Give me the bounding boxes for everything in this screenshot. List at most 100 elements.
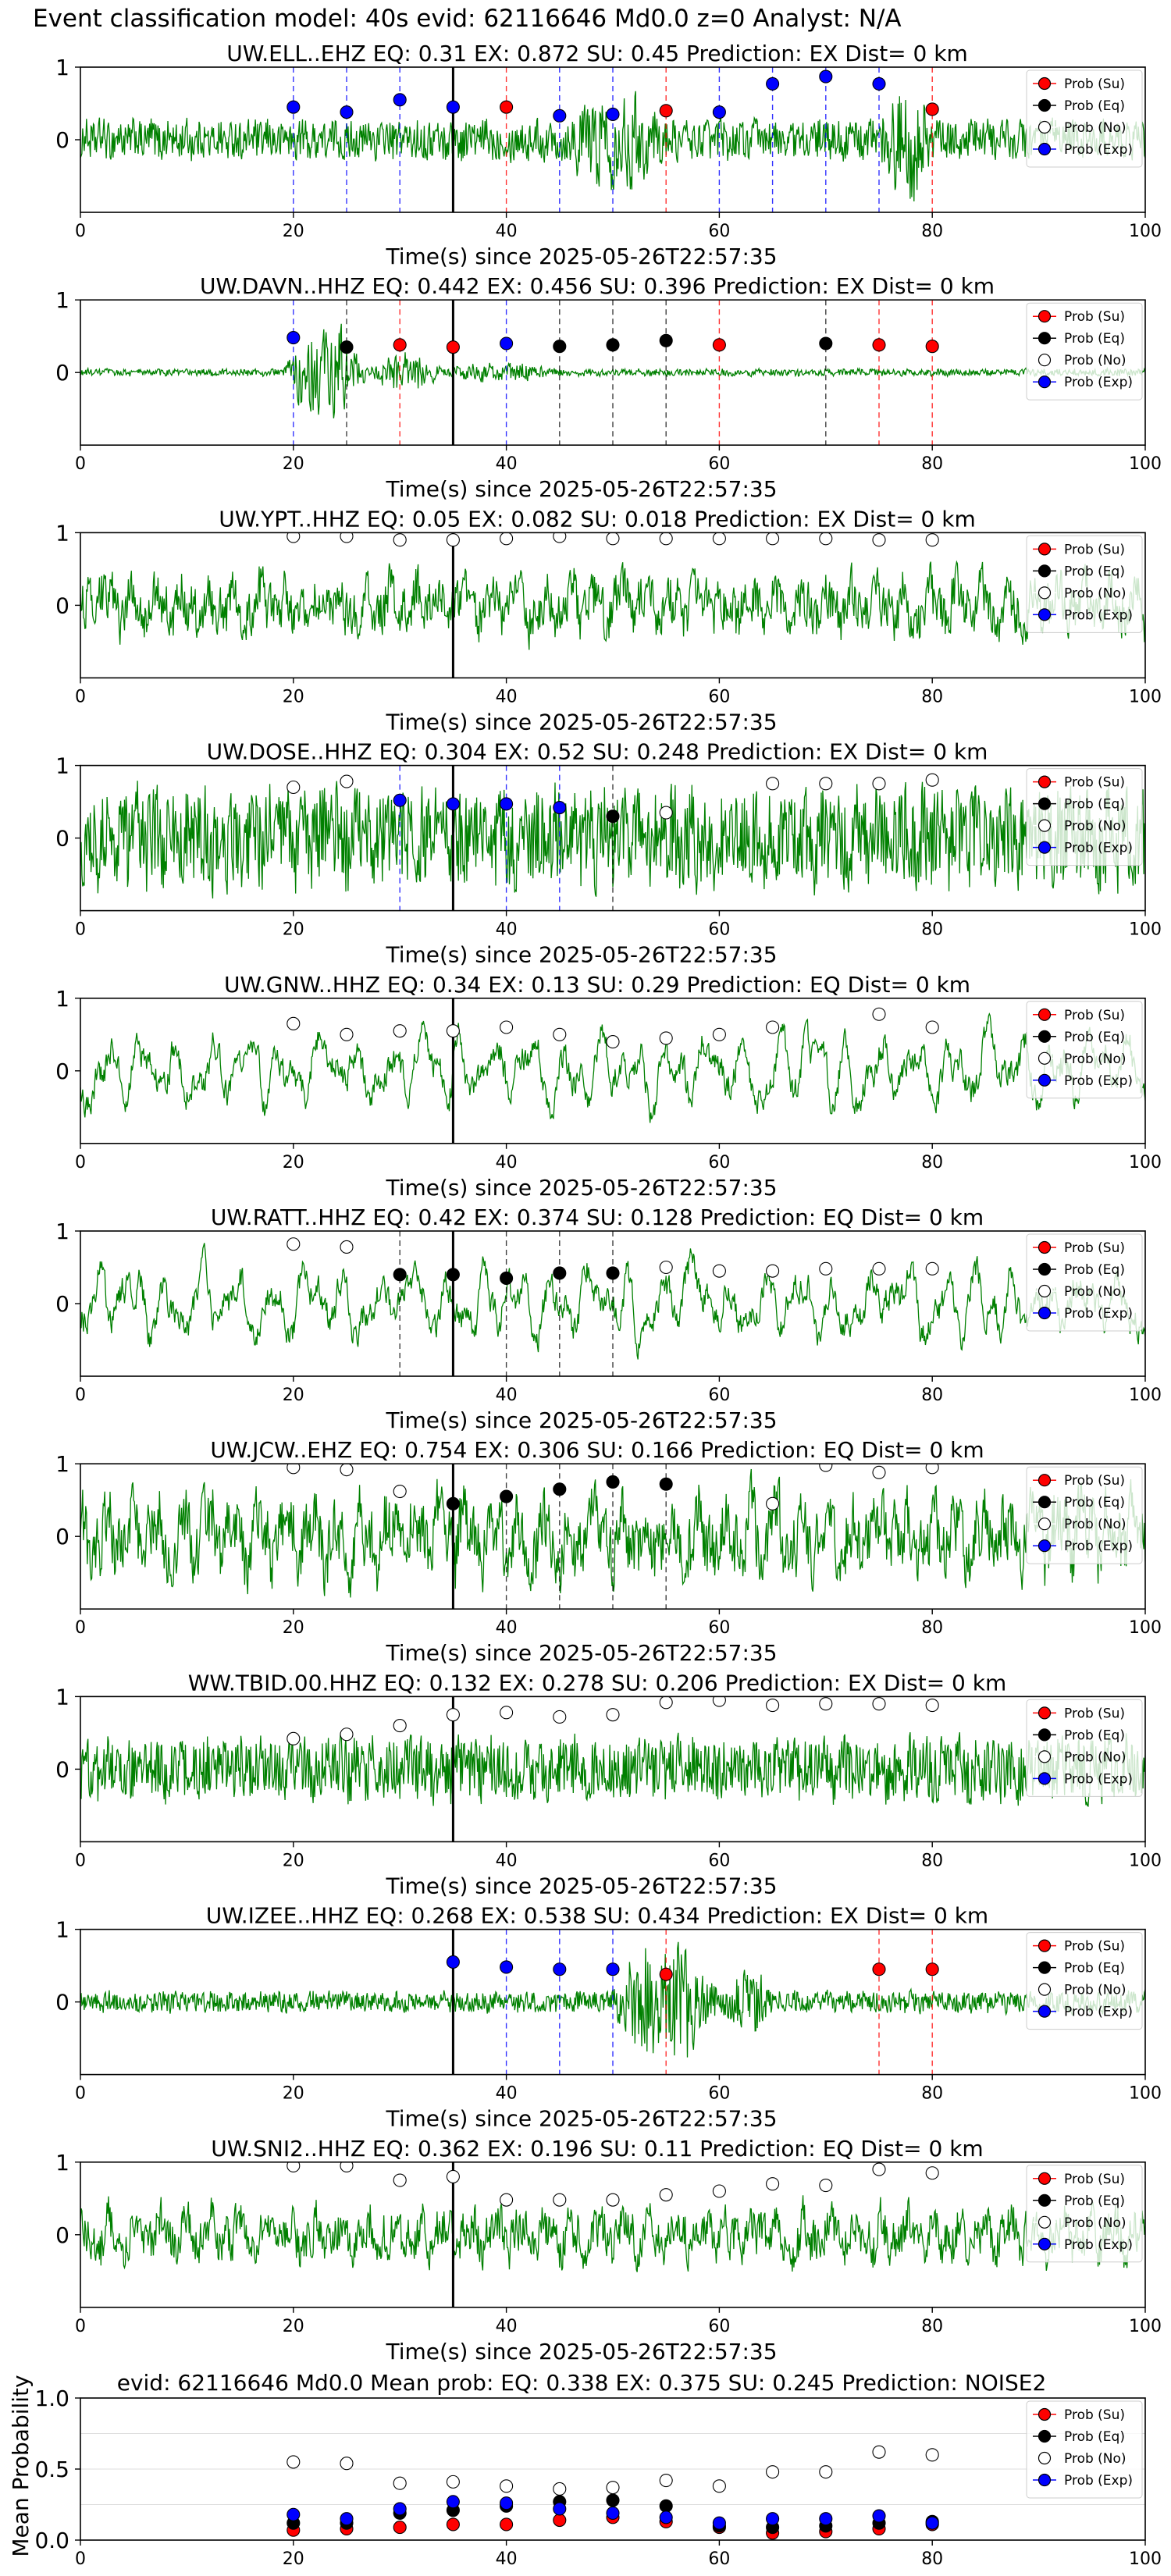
waveform-line xyxy=(80,1731,1145,1807)
panel-title: WW.TBID.00.HHZ EQ: 0.132 EX: 0.278 SU: 0… xyxy=(188,1670,1007,1695)
legend-marker xyxy=(1038,1983,1052,1996)
legend-marker xyxy=(1038,2451,1052,2465)
panel-title: UW.SNI2..HHZ EQ: 0.362 EX: 0.196 SU: 0.1… xyxy=(211,2136,983,2161)
legend-label: Prob (Eq) xyxy=(1064,1495,1125,1510)
prob-point-su xyxy=(925,340,939,354)
legend-marker xyxy=(1038,1728,1052,1742)
station-panel: UW.SNI2..HHZ EQ: 0.362 EX: 0.196 SU: 0.1… xyxy=(55,2136,1162,2364)
y-tick-label: 0 xyxy=(55,1291,69,1317)
x-tick-label: 0 xyxy=(75,920,86,940)
prob-point-exp xyxy=(500,797,514,811)
x-tick-label: 40 xyxy=(496,2549,518,2569)
waveform-line xyxy=(80,1468,1145,1598)
x-tick-label: 60 xyxy=(708,1851,730,1870)
x-tick-label: 60 xyxy=(708,454,730,474)
y-tick-label: 1 xyxy=(55,1684,69,1710)
prob-point-no xyxy=(393,1024,407,1038)
prob-point-eq xyxy=(340,340,354,354)
legend-marker xyxy=(1038,332,1052,345)
prob-point-no xyxy=(500,532,514,546)
legend-marker xyxy=(1038,1474,1052,1487)
station-panel: UW.RATT..HHZ EQ: 0.42 EX: 0.374 SU: 0.12… xyxy=(55,1204,1162,1433)
legend-marker xyxy=(1038,98,1052,112)
y-tick-label: 1 xyxy=(55,287,69,313)
prob-point-eq xyxy=(446,1268,460,1282)
prob-point-exp xyxy=(553,109,567,123)
prob-point-no xyxy=(925,773,939,787)
x-tick-label: 40 xyxy=(496,1618,518,1638)
x-axis-label: Time(s) since 2025-05-26T22:57:35 xyxy=(385,2106,777,2132)
mean-point-exp xyxy=(872,2509,886,2523)
legend-marker xyxy=(1038,310,1052,323)
prob-point-no xyxy=(553,532,567,543)
x-tick-label: 0 xyxy=(75,2549,86,2569)
legend: Prob (Su) Prob (Eq) Prob (No) Prob (Exp) xyxy=(1026,69,1143,168)
x-axis-label: Time(s) since 2025-05-26T22:57:35 xyxy=(385,244,777,269)
mean-point-exp xyxy=(446,2495,460,2509)
x-tick-label: 40 xyxy=(496,1851,518,1870)
prob-point-su xyxy=(659,1967,673,1981)
prob-point-no xyxy=(925,1464,939,1475)
plot-area xyxy=(80,67,1145,212)
prob-point-su xyxy=(446,340,460,354)
legend-marker xyxy=(1038,1030,1052,1043)
prob-point-exp xyxy=(446,100,460,114)
x-tick-label: 80 xyxy=(921,2549,943,2569)
prob-point-no xyxy=(287,1237,301,1251)
prob-point-no xyxy=(340,1027,354,1041)
mean-point-su xyxy=(553,2513,567,2528)
x-tick-label: 20 xyxy=(283,920,304,940)
legend-label: Prob (Eq) xyxy=(1064,98,1125,114)
prob-point-no xyxy=(500,1020,514,1034)
prob-point-no xyxy=(925,1020,939,1034)
legend-label: Prob (Eq) xyxy=(1064,1727,1125,1743)
x-tick-label: 20 xyxy=(283,2317,304,2336)
legend-label: Prob (Exp) xyxy=(1064,1539,1133,1554)
prob-point-eq xyxy=(553,1482,567,1496)
legend-label: Prob (No) xyxy=(1064,2451,1127,2467)
mean-point-exp xyxy=(500,2496,514,2510)
station-panel: UW.DAVN..HHZ EQ: 0.442 EX: 0.456 SU: 0.3… xyxy=(55,273,1162,502)
prob-point-eq xyxy=(446,1496,460,1510)
mean-point-exp xyxy=(606,2506,620,2520)
prob-point-no xyxy=(393,2173,407,2187)
legend-marker xyxy=(1038,564,1052,578)
prob-point-exp xyxy=(553,800,567,815)
prob-point-no xyxy=(872,1261,886,1276)
legend-box xyxy=(1026,1466,1143,1564)
station-panel: UW.DOSE..HHZ EQ: 0.304 EX: 0.52 SU: 0.24… xyxy=(55,739,1162,968)
prob-point-no xyxy=(553,1027,567,1041)
mean-point-no xyxy=(606,2481,620,2495)
legend-label: Prob (Su) xyxy=(1064,1240,1125,1256)
x-tick-label: 0 xyxy=(75,1386,86,1405)
prob-point-exp xyxy=(446,797,460,811)
panel-title: evid: 62116646 Md0.0 Mean prob: EQ: 0.33… xyxy=(117,2370,1047,2396)
waveform-line xyxy=(80,91,1145,202)
legend-label: Prob (No) xyxy=(1064,120,1127,136)
prob-point-no xyxy=(819,532,833,546)
prob-point-su xyxy=(659,104,673,118)
prob-point-su xyxy=(925,102,939,116)
prob-point-no xyxy=(712,2184,726,2198)
mean-point-no xyxy=(446,2475,460,2489)
prob-point-no xyxy=(340,1464,354,1477)
plot-area xyxy=(80,300,1145,446)
mean-point-exp xyxy=(766,2512,780,2526)
legend-box xyxy=(1026,1233,1143,1332)
mean-point-no xyxy=(340,2457,354,2471)
legend-marker xyxy=(1038,1284,1052,1298)
prob-point-no xyxy=(819,777,833,791)
y-tick-label: 0 xyxy=(55,1756,69,1782)
x-axis-label: Time(s) since 2025-05-26T22:57:35 xyxy=(385,476,777,502)
legend-box xyxy=(1026,2165,1143,2263)
legend-label: Prob (Eq) xyxy=(1064,1262,1125,1278)
prob-point-no xyxy=(872,2162,886,2176)
x-tick-label: 60 xyxy=(708,1153,730,1172)
legend-marker xyxy=(1038,797,1052,810)
prob-point-no xyxy=(659,1696,673,1710)
x-tick-label: 80 xyxy=(921,1618,943,1638)
legend-label: Prob (Su) xyxy=(1064,76,1125,92)
prob-point-no xyxy=(393,1719,407,1733)
legend-label: Prob (Eq) xyxy=(1064,2194,1125,2209)
mean-point-no xyxy=(925,2448,939,2462)
